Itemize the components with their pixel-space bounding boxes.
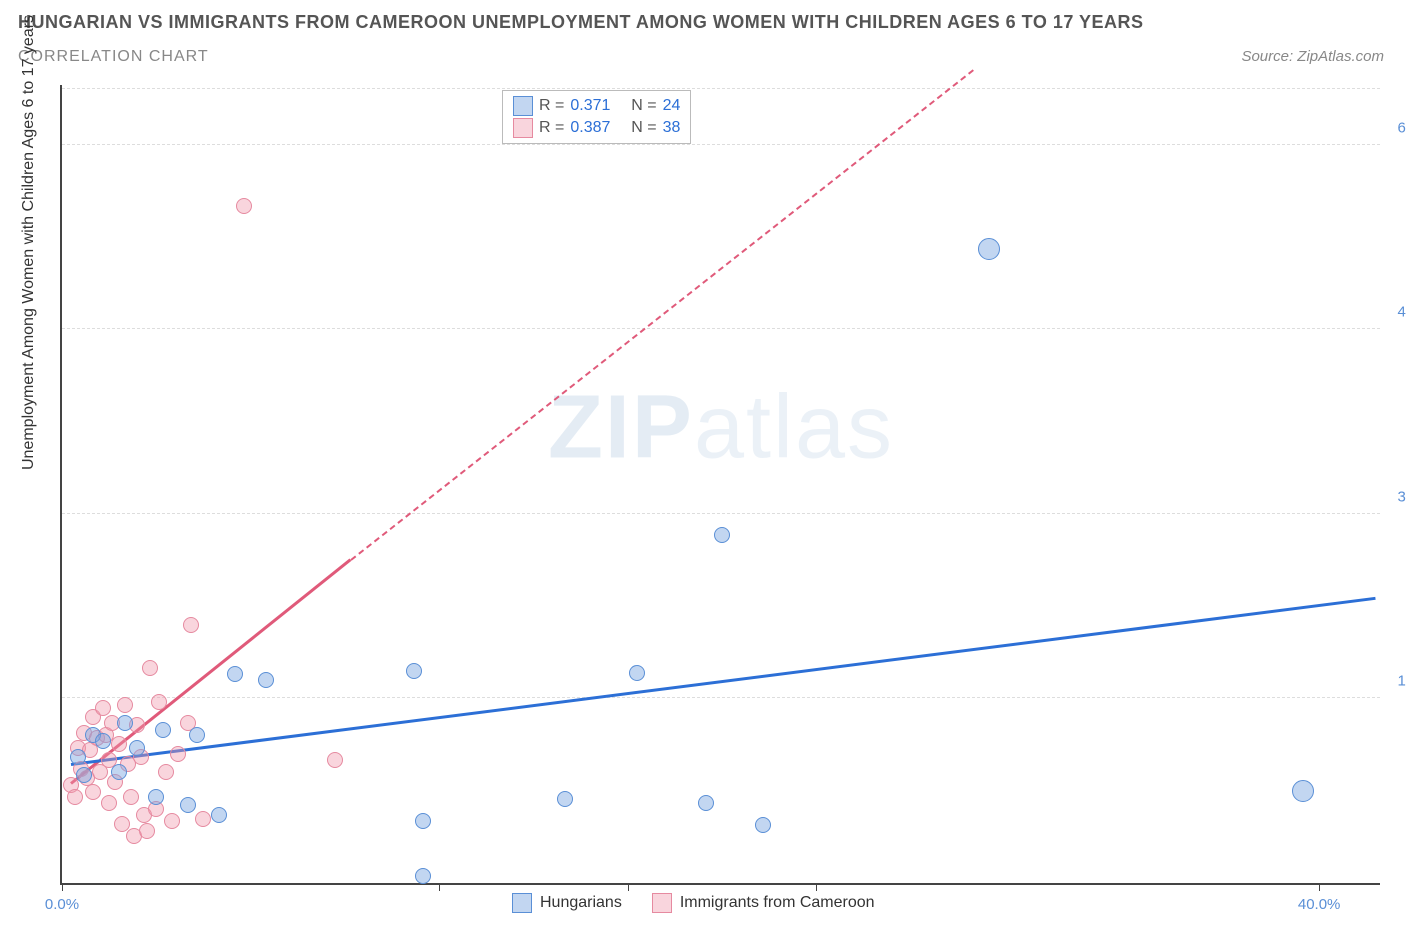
data-point-series-b xyxy=(85,784,101,800)
chart-plot-area: ZIPatlas R = 0.371 N = 24 R = 0.387 N = … xyxy=(60,85,1380,885)
data-point-series-b xyxy=(114,816,130,832)
data-point-series-b xyxy=(123,789,139,805)
watermark-thin: atlas xyxy=(694,378,894,478)
y-tick-label: 60.0% xyxy=(1385,119,1406,136)
data-point-series-a xyxy=(129,740,145,756)
chart-title-line1: HUNGARIAN VS IMMIGRANTS FROM CAMEROON UN… xyxy=(18,12,1144,33)
x-tick-label: 40.0% xyxy=(1298,896,1341,913)
x-tick xyxy=(62,883,63,891)
data-point-series-b xyxy=(101,795,117,811)
data-point-series-b xyxy=(327,752,343,768)
data-point-series-a xyxy=(415,813,431,829)
n-value-series-b: 38 xyxy=(663,119,681,137)
data-point-series-b xyxy=(183,617,199,633)
legend: Hungarians Immigrants from Cameroon xyxy=(512,893,875,913)
watermark: ZIPatlas xyxy=(548,377,894,480)
data-point-series-b xyxy=(195,811,211,827)
gridline xyxy=(62,697,1380,698)
data-point-series-b xyxy=(170,746,186,762)
data-point-series-b xyxy=(151,694,167,710)
data-point-series-a xyxy=(211,807,227,823)
gridline xyxy=(62,328,1380,329)
data-point-series-a xyxy=(415,868,431,884)
stats-row-series-a: R = 0.371 N = 24 xyxy=(513,95,680,117)
x-tick-minor xyxy=(628,883,629,891)
data-point-series-b xyxy=(67,789,83,805)
data-point-series-b xyxy=(158,764,174,780)
data-point-series-a xyxy=(155,722,171,738)
data-point-series-a xyxy=(698,795,714,811)
gridline xyxy=(62,144,1380,145)
legend-label-a: Hungarians xyxy=(540,894,622,912)
n-value-series-a: 24 xyxy=(663,97,681,115)
data-point-series-a xyxy=(148,789,164,805)
x-tick-label: 0.0% xyxy=(45,896,79,913)
data-point-series-a xyxy=(227,666,243,682)
r-label: R = xyxy=(539,119,564,137)
legend-label-b: Immigrants from Cameroon xyxy=(680,894,875,912)
data-point-series-a xyxy=(70,749,86,765)
y-tick-label: 15.0% xyxy=(1385,673,1406,690)
n-label: N = xyxy=(631,97,656,115)
x-tick xyxy=(1319,883,1320,891)
r-value-series-b: 0.387 xyxy=(570,119,610,137)
n-label: N = xyxy=(631,119,656,137)
gridline xyxy=(62,88,1380,89)
gridline xyxy=(62,513,1380,514)
data-point-series-a xyxy=(557,791,573,807)
data-point-series-b xyxy=(236,198,252,214)
legend-swatch-a xyxy=(512,893,532,913)
data-point-series-a xyxy=(180,797,196,813)
watermark-bold: ZIP xyxy=(548,378,694,478)
data-point-series-a xyxy=(258,672,274,688)
data-point-series-b xyxy=(142,660,158,676)
y-tick-label: 30.0% xyxy=(1385,488,1406,505)
data-point-series-b xyxy=(117,697,133,713)
correlation-stats-box: R = 0.371 N = 24 R = 0.387 N = 38 xyxy=(502,90,691,144)
data-point-series-a xyxy=(755,817,771,833)
data-point-series-a xyxy=(117,715,133,731)
data-point-series-a xyxy=(1292,780,1314,802)
data-point-series-a xyxy=(95,733,111,749)
data-point-series-a xyxy=(629,665,645,681)
data-point-series-b xyxy=(164,813,180,829)
x-tick-minor xyxy=(816,883,817,891)
legend-item-series-a: Hungarians xyxy=(512,893,622,913)
data-point-series-a xyxy=(76,767,92,783)
data-point-series-a xyxy=(714,527,730,543)
y-axis-title: Unemployment Among Women with Children A… xyxy=(20,15,38,470)
source-attribution: Source: ZipAtlas.com xyxy=(1241,48,1384,65)
legend-item-series-b: Immigrants from Cameroon xyxy=(652,893,875,913)
data-point-series-b xyxy=(111,736,127,752)
chart-title-line2: CORRELATION CHART xyxy=(18,48,209,66)
data-point-series-a xyxy=(111,764,127,780)
r-label: R = xyxy=(539,97,564,115)
data-point-series-a xyxy=(406,663,422,679)
legend-swatch-b xyxy=(652,893,672,913)
y-tick-label: 45.0% xyxy=(1385,304,1406,321)
data-point-series-b xyxy=(95,700,111,716)
data-point-series-a xyxy=(978,238,1000,260)
swatch-series-b xyxy=(513,118,533,138)
data-point-series-b xyxy=(139,823,155,839)
r-value-series-a: 0.371 xyxy=(570,97,610,115)
stats-row-series-b: R = 0.387 N = 38 xyxy=(513,117,680,139)
x-tick-minor xyxy=(439,883,440,891)
data-point-series-a xyxy=(189,727,205,743)
swatch-series-a xyxy=(513,96,533,116)
